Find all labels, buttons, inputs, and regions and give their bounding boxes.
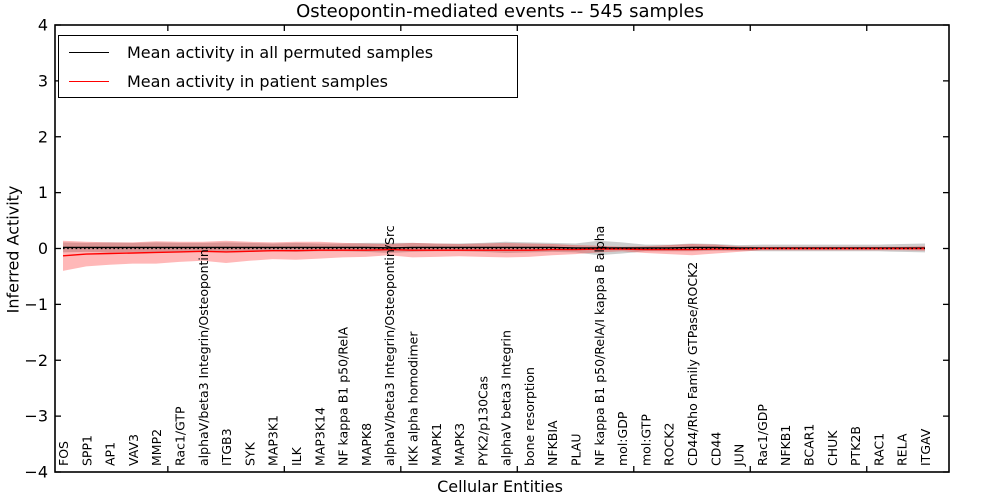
patient-line-swatch [69,80,109,82]
ytick-label: 3 [38,71,48,90]
entity-label: PYK2/p130Cas [475,376,490,466]
ytick-label: −3 [24,407,48,426]
ytick-label: −2 [24,351,48,370]
entity-label: ROCK2 [662,423,677,466]
entity-label: Rac1/GTP [173,406,188,466]
legend-item-patient: Mean activity in patient samples [59,68,517,94]
entity-label: ILK [289,446,304,466]
entity-label: CD44 [708,432,723,466]
entity-label: mol:GDP [615,411,630,466]
entity-label: RELA [895,433,910,466]
entity-label: MAP3K1 [266,415,281,466]
entity-label: SPP1 [79,435,94,466]
entity-label: mol:GTP [638,414,653,466]
y-axis-label: Inferred Activity [3,185,23,314]
entity-label: MAPK3 [452,423,467,466]
entity-label: CD44/Rho Family GTPase/ROCK2 [685,262,700,466]
entity-label: bone resorption [522,367,537,466]
legend-label: Mean activity in patient samples [127,71,388,91]
entity-label: NFKBIA [545,420,560,466]
entity-label: alphaV beta3 Integrin [499,330,514,466]
entity-label: VAV3 [126,434,141,466]
ytick-label: 1 [38,183,48,202]
entity-label: NFKB1 [778,425,793,466]
entity-label: FOS [56,441,71,466]
entity-label: ITGB3 [219,428,234,466]
ytick-label: 0 [38,239,48,258]
entity-label: alphaV/beta3 Integrin/Osteopontin/Src [382,225,397,466]
ytick-label: 2 [38,127,48,146]
entity-label: BCAR1 [802,424,817,466]
entity-label: MAPK8 [359,423,374,466]
entity-label: MAPK1 [429,423,444,466]
entity-label: ITGAV [918,428,933,466]
entity-label: MAP3K14 [312,407,327,466]
entity-label: PLAU [569,434,584,467]
ytick-label: −1 [24,295,48,314]
chart-title: Osteopontin-mediated events -- 545 sampl… [296,1,704,22]
entity-label: Rac1/GDP [755,404,770,466]
entity-label: MMP2 [149,429,164,466]
entity-label: alphaV/beta3 Integrin/Osteopontin [196,249,211,466]
entity-label: PTK2B [848,426,863,466]
entity-label: AP1 [103,442,118,466]
ytick-label: −4 [24,463,48,482]
entity-label: SYK [242,441,257,466]
legend-label: Mean activity in all permuted samples [127,42,434,62]
entity-label: CHUK [825,430,840,466]
ytick-label: 4 [38,16,48,35]
entity-label: JUN [732,444,747,467]
entity-label: NF kappa B1 p50/RelA/I kappa B alpha [592,226,607,466]
entity-label: IKK alpha homodimer [406,331,421,466]
legend-box: Mean activity in all permuted samples Me… [58,35,518,98]
x-axis-label: Cellular Entities [437,477,563,496]
entity-label: RAC1 [871,433,886,466]
entity-label: NF kappa B1 p50/RelA [336,326,351,466]
permuted-line-swatch [69,51,109,53]
legend-item-permuted: Mean activity in all permuted samples [59,39,517,65]
